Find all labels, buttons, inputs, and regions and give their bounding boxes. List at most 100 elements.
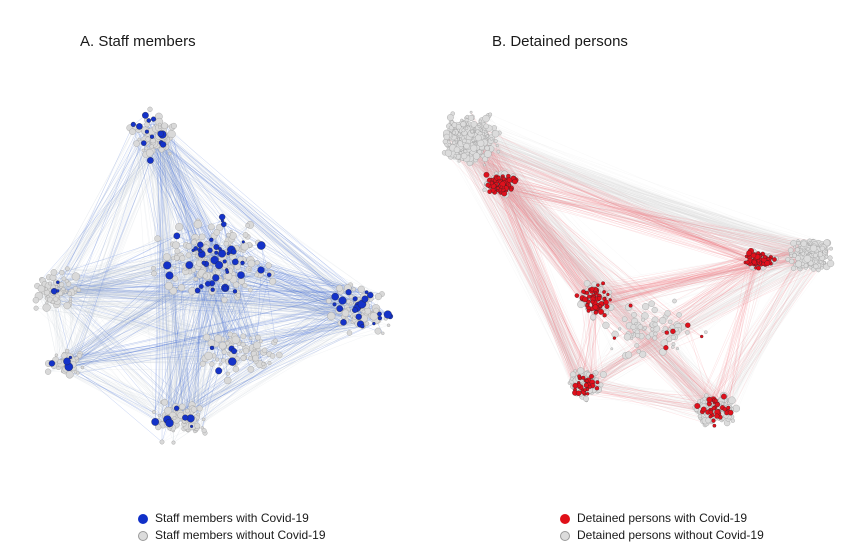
negative-edge xyxy=(41,132,148,288)
positive-edge xyxy=(183,224,225,419)
negative-edge xyxy=(175,315,346,425)
negative-edge xyxy=(52,139,165,278)
positive-edge xyxy=(199,316,359,409)
positive-edge xyxy=(718,264,756,412)
positive-edge xyxy=(505,188,576,383)
negative-edge xyxy=(592,306,708,409)
negative-edge xyxy=(505,182,802,249)
negative-edge xyxy=(61,256,198,287)
positive-node xyxy=(361,295,369,303)
negative-edge xyxy=(69,284,237,366)
positive-edge xyxy=(591,308,597,384)
negative-node xyxy=(269,353,276,359)
negative-edge xyxy=(190,322,357,426)
negative-edge xyxy=(57,289,362,365)
negative-edge xyxy=(242,265,269,345)
positive-edge xyxy=(269,274,348,289)
positive-node xyxy=(232,289,238,294)
negative-edge xyxy=(176,357,244,417)
negative-edge xyxy=(62,290,349,302)
negative-edge xyxy=(49,283,251,339)
negative-edge xyxy=(75,137,159,360)
negative-edge xyxy=(237,297,255,355)
negative-edge xyxy=(504,186,764,256)
positive-node xyxy=(231,348,238,355)
positive-edge xyxy=(473,124,756,261)
negative-node xyxy=(327,312,336,321)
negative-edge xyxy=(240,249,259,350)
negative-edge xyxy=(501,178,587,375)
negative-edge xyxy=(471,137,815,256)
positive-edge xyxy=(487,184,806,259)
negative-node xyxy=(164,406,173,415)
negative-edge xyxy=(243,246,354,290)
positive-edge xyxy=(453,136,756,261)
negative-node xyxy=(483,163,486,167)
negative-edge xyxy=(59,141,162,285)
positive-edge xyxy=(68,293,382,368)
positive-edge xyxy=(501,182,597,312)
negative-edge xyxy=(588,291,728,411)
negative-node xyxy=(361,309,366,314)
negative-node xyxy=(583,395,589,402)
negative-edge xyxy=(63,121,160,355)
positive-node xyxy=(210,287,215,292)
negative-node xyxy=(191,239,198,246)
positive-edge xyxy=(57,282,378,321)
positive-edge xyxy=(176,263,214,409)
negative-edge xyxy=(158,130,172,423)
negative-edge xyxy=(503,179,666,317)
negative-edge xyxy=(37,285,238,298)
negative-node xyxy=(452,140,457,145)
negative-edge xyxy=(71,128,157,293)
positive-edge xyxy=(603,246,808,284)
negative-node xyxy=(598,382,604,388)
negative-node xyxy=(452,130,457,135)
negative-edge xyxy=(464,138,582,388)
negative-edge xyxy=(591,247,810,391)
negative-node xyxy=(76,287,82,293)
negative-edge xyxy=(185,271,256,346)
negative-edge xyxy=(464,140,586,388)
negative-edge xyxy=(445,135,653,335)
negative-node xyxy=(232,365,240,373)
negative-node xyxy=(482,187,487,192)
negative-edge xyxy=(49,292,172,415)
positive-edge xyxy=(595,289,726,410)
negative-edge xyxy=(577,256,813,387)
positive-edge xyxy=(159,127,356,299)
negative-edge xyxy=(454,142,590,304)
negative-edge xyxy=(459,141,585,299)
negative-edge xyxy=(191,302,351,427)
negative-edge xyxy=(60,293,212,344)
negative-node xyxy=(493,139,498,143)
negative-edge xyxy=(469,131,804,244)
negative-edge xyxy=(720,255,818,418)
negative-edge xyxy=(461,130,757,261)
negative-edge xyxy=(459,148,573,387)
positive-edge xyxy=(481,136,586,300)
negative-node xyxy=(221,296,228,304)
negative-node xyxy=(463,149,468,154)
positive-node xyxy=(165,418,174,428)
negative-edge xyxy=(66,369,170,426)
negative-node xyxy=(470,144,478,152)
positive-edge xyxy=(261,245,276,341)
negative-node xyxy=(577,367,585,375)
positive-edge xyxy=(459,138,578,296)
negative-node xyxy=(247,356,253,361)
negative-node xyxy=(247,259,256,268)
positive-edge xyxy=(234,291,349,293)
positive-edge xyxy=(470,133,588,394)
negative-node xyxy=(261,347,268,354)
negative-node xyxy=(242,283,248,289)
positive-edge xyxy=(483,142,597,307)
positive-edge xyxy=(51,268,229,364)
positive-edge xyxy=(162,144,367,300)
negative-edge xyxy=(491,137,708,416)
negative-edge xyxy=(462,158,804,261)
negative-edge xyxy=(459,149,589,309)
negative-node xyxy=(247,366,255,373)
negative-edge xyxy=(227,322,357,344)
negative-edge xyxy=(716,246,807,413)
